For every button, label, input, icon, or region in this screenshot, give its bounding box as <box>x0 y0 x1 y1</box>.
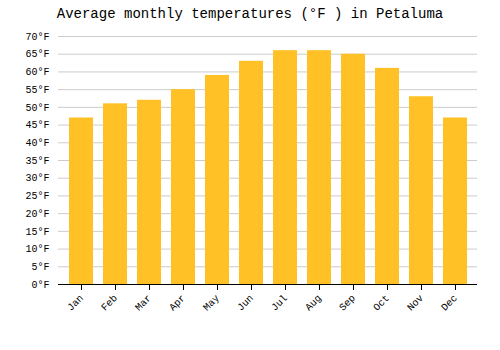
svg-text:Jun: Jun <box>235 293 256 314</box>
svg-text:Nov: Nov <box>405 293 426 314</box>
svg-text:30°F: 30°F <box>25 173 49 184</box>
svg-text:60°F: 60°F <box>25 67 49 78</box>
svg-text:Apr: Apr <box>167 293 188 314</box>
html-text:Average monthly temperatures (: Average monthly temperatures (°F ) in Pe… <box>56 6 444 22</box>
svg-text:35°F: 35°F <box>25 156 49 167</box>
svg-text:50°F: 50°F <box>25 103 49 114</box>
svg-text:65°F: 65°F <box>25 49 49 60</box>
svg-text:Sep: Sep <box>337 293 358 314</box>
svg-text:Oct: Oct <box>371 293 392 314</box>
svg-text:Aug: Aug <box>303 293 324 314</box>
svg-text:20°F: 20°F <box>25 209 49 220</box>
svg-text:45°F: 45°F <box>25 120 49 131</box>
svg-text:Jul: Jul <box>269 293 290 314</box>
svg-text:15°F: 15°F <box>25 227 49 238</box>
svg-text:70°F: 70°F <box>25 32 49 43</box>
svg-text:0°F: 0°F <box>31 280 49 291</box>
svg-text:Mar: Mar <box>133 293 154 314</box>
svg-text:40°F: 40°F <box>25 138 49 149</box>
svg-text:Feb: Feb <box>99 293 120 314</box>
svg-text:10°F: 10°F <box>25 244 49 255</box>
svg-text:5°F: 5°F <box>31 262 49 273</box>
svg-text:Jan: Jan <box>65 293 86 314</box>
svg-text:Dec: Dec <box>439 293 460 314</box>
svg-text:55°F: 55°F <box>25 85 49 96</box>
svg-text:May: May <box>201 293 222 314</box>
svg-text:25°F: 25°F <box>25 191 49 202</box>
